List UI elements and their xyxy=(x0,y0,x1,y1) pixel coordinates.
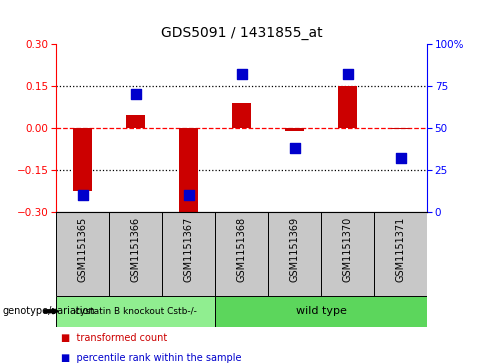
Bar xyxy=(215,212,268,296)
Text: GSM1151367: GSM1151367 xyxy=(183,216,194,282)
Text: GSM1151369: GSM1151369 xyxy=(289,216,300,282)
Text: ■  transformed count: ■ transformed count xyxy=(61,333,167,343)
Bar xyxy=(73,128,92,191)
Bar xyxy=(126,115,145,128)
Bar xyxy=(285,128,304,131)
Bar xyxy=(56,212,109,296)
Bar xyxy=(232,103,251,128)
Point xyxy=(291,145,299,151)
Bar xyxy=(321,212,374,296)
Point xyxy=(132,91,140,97)
Text: GSM1151371: GSM1151371 xyxy=(395,216,406,282)
Text: GSM1151368: GSM1151368 xyxy=(237,216,246,282)
Text: wild type: wild type xyxy=(296,306,346,316)
Bar xyxy=(162,212,215,296)
Text: ■  percentile rank within the sample: ■ percentile rank within the sample xyxy=(61,352,242,363)
Bar xyxy=(338,86,357,128)
Bar xyxy=(374,212,427,296)
Point xyxy=(184,192,192,198)
Bar xyxy=(56,296,215,327)
Text: GSM1151366: GSM1151366 xyxy=(131,216,141,282)
Bar xyxy=(179,128,198,212)
Bar xyxy=(109,212,162,296)
Point xyxy=(344,71,351,77)
Bar xyxy=(268,212,321,296)
Title: GDS5091 / 1431855_at: GDS5091 / 1431855_at xyxy=(161,26,323,40)
Text: GSM1151370: GSM1151370 xyxy=(343,216,352,282)
Text: GSM1151365: GSM1151365 xyxy=(78,216,88,282)
Bar xyxy=(391,128,410,129)
Point xyxy=(238,71,245,77)
Text: genotype/variation: genotype/variation xyxy=(2,306,95,316)
Text: cystatin B knockout Cstb-/-: cystatin B knockout Cstb-/- xyxy=(75,307,197,316)
Point xyxy=(79,192,86,198)
Bar xyxy=(215,296,427,327)
Point xyxy=(397,155,405,161)
